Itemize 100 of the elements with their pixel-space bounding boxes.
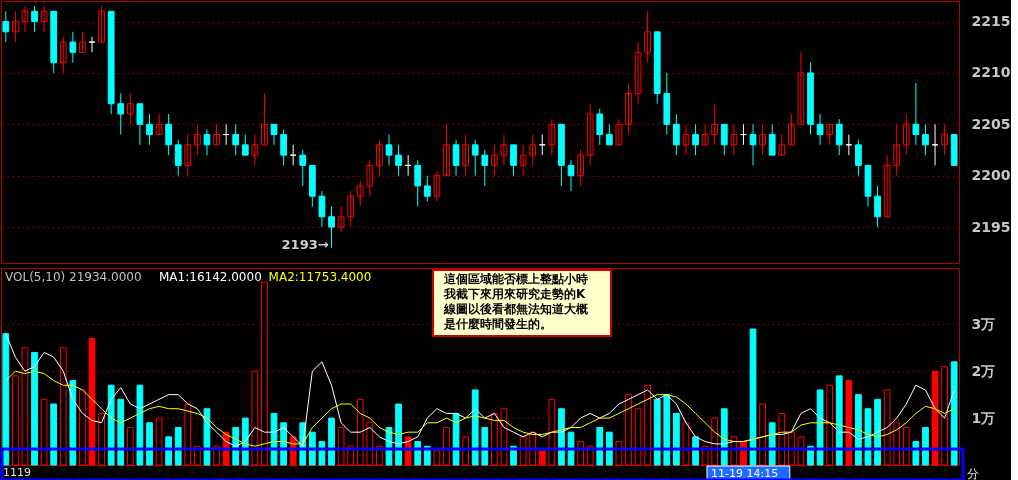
candlestick [586,103,594,166]
candlestick [625,82,632,136]
annotation: 這個區域能否標上整點小時我截下來用來研究走勢的K線圖以後看都無法知道大概是什麼時間發生的。 [443,272,589,331]
y-tick-label: 2215 [971,13,1011,30]
candlestick [529,134,537,166]
candlestick [356,180,364,207]
candlestick [126,92,134,125]
bar [596,426,604,466]
bar [653,398,661,466]
candlestick [366,159,374,197]
candlestick [596,108,604,146]
bar [98,412,105,466]
bar [21,347,29,466]
text: MA2:11753.4000 [268,270,372,284]
bar [558,408,565,466]
text: MA1:16142.0000 [159,270,262,284]
candlestick [443,123,450,177]
candlestick [174,139,182,177]
bar [548,398,556,466]
bar [155,417,163,466]
bar [941,366,948,466]
bar [625,394,632,466]
candlestick [328,205,335,249]
bar [673,412,680,466]
bar [261,281,268,466]
bar [835,375,843,466]
bar [471,389,479,466]
candlestick [414,159,422,207]
candlestick [241,134,249,156]
bar [759,403,766,466]
candlestick [462,134,469,177]
candlestick [864,164,872,207]
y-tick-label: 2205 [971,115,1011,132]
bar [644,384,652,466]
y-tick-label: 2200 [971,167,1011,184]
text: 分 [967,467,979,480]
bar [395,403,402,466]
candlestick [577,149,584,187]
bar [136,384,144,466]
bar [481,426,489,466]
bar [855,394,862,466]
bar [433,450,441,466]
bar [826,384,834,466]
bar [500,408,508,466]
bar [79,389,86,466]
bar [146,422,153,466]
bar [931,370,939,466]
bar [816,389,824,466]
candlestick [385,134,393,166]
candlestick [471,139,479,177]
bar [452,412,460,466]
candlestick [79,31,86,53]
bar [40,398,48,466]
bar [12,375,19,466]
bar [883,389,891,466]
bar [126,426,134,466]
y-tick-label: 3万 [971,315,996,332]
bar [69,380,77,466]
candlestick [893,123,901,177]
candlestick [663,72,671,136]
bar [337,426,345,466]
candlestick [423,175,431,202]
candlestick [855,139,862,177]
candlestick [117,92,125,136]
candlestick [98,5,105,43]
bar [174,426,182,466]
candlestick [653,31,661,105]
candlestick [59,36,67,74]
candlestick [491,144,498,177]
bar [538,450,546,466]
candlestick [299,149,307,187]
line-series [5,333,955,447]
bar [663,394,671,466]
bar [328,417,335,466]
bar [922,426,929,466]
text: 11-19 14:15 [711,467,779,480]
bar [845,380,853,466]
candlestick [280,128,287,166]
bar [88,337,96,466]
bar [356,398,364,466]
bar [874,398,881,466]
bar [50,403,58,466]
candlestick [510,144,517,177]
candlestick [481,149,489,187]
chart-title: VOL(5,10) 21934.0000 [5,270,142,284]
annotation: 2193→ [281,236,329,252]
y-tick-label: 2195 [971,218,1011,235]
candlestick [768,123,776,156]
candlestick [184,134,192,177]
candlestick [950,134,958,166]
bar [59,347,67,466]
candlestick [807,62,814,136]
candlestick [308,164,316,207]
y-tick-label: 2万 [971,362,996,379]
bar [2,333,10,466]
bar [634,408,642,466]
bar [184,403,192,466]
candlestick [395,144,402,177]
bar [107,384,115,466]
candlestick [644,10,652,64]
